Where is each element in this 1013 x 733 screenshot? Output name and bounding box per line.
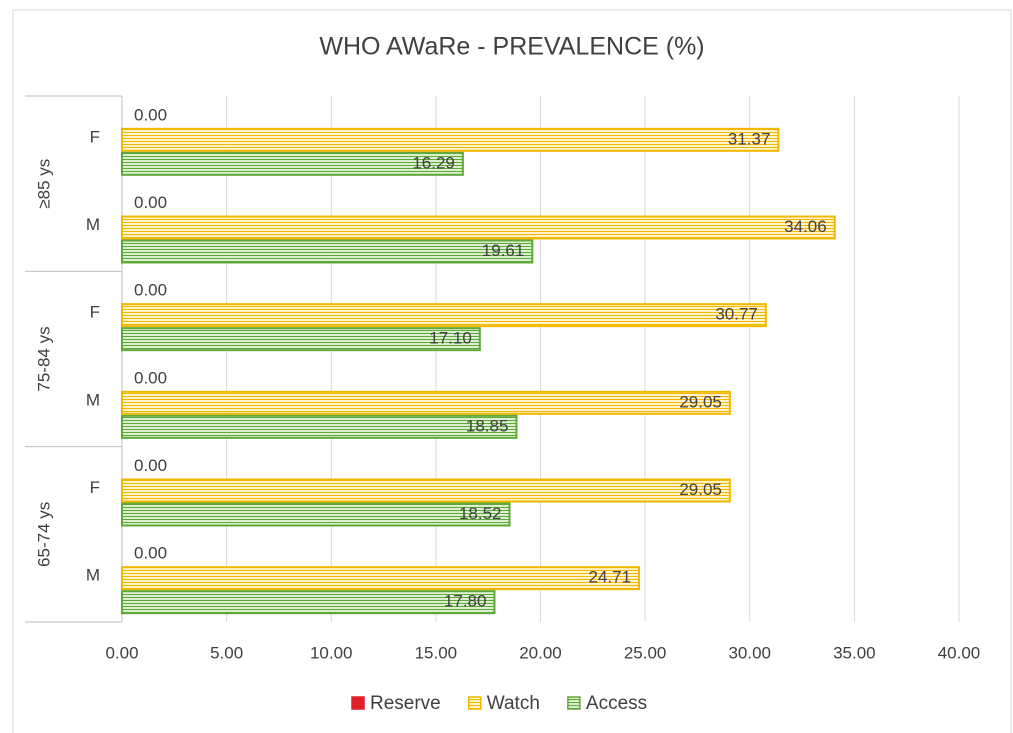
bar — [121, 566, 641, 591]
data-label: 0.00 — [134, 544, 167, 563]
data-label: 16.29 — [412, 153, 455, 172]
bar — [121, 390, 731, 415]
data-label: 0.00 — [134, 105, 167, 124]
data-label: 0.00 — [134, 193, 167, 212]
data-label: 30.77 — [715, 305, 758, 324]
bar — [121, 414, 518, 439]
x-tick-label: 30.00 — [728, 643, 771, 662]
legend-swatch — [351, 696, 365, 710]
y-tick-label: M — [86, 390, 100, 409]
legend-label: Watch — [487, 693, 540, 714]
x-tick-label: 5.00 — [210, 643, 243, 662]
y-tick-label: F — [90, 303, 100, 322]
x-tick-label: 15.00 — [415, 643, 458, 662]
legend-label: Reserve — [370, 693, 441, 714]
legend-label: Access — [586, 693, 647, 714]
data-label: 0.00 — [134, 281, 167, 300]
y-tick-label: F — [90, 478, 100, 497]
data-label: 29.05 — [679, 480, 722, 499]
data-label: 24.71 — [589, 568, 632, 587]
bar — [121, 478, 731, 503]
legend-swatch — [468, 696, 482, 710]
y-tick-label: M — [86, 566, 100, 585]
bar — [121, 215, 836, 240]
y-tick-label: F — [90, 127, 100, 146]
bar — [121, 151, 464, 176]
x-tick-label: 10.00 — [310, 643, 353, 662]
x-tick-label: 20.00 — [519, 643, 562, 662]
group-label: ≥85 ys — [34, 159, 53, 209]
bar — [121, 502, 511, 527]
x-tick-label: 25.00 — [624, 643, 667, 662]
data-label: 31.37 — [728, 129, 771, 148]
bar — [121, 327, 481, 352]
bar — [121, 127, 780, 152]
data-label: 19.61 — [482, 241, 525, 260]
data-label: 0.00 — [134, 456, 167, 475]
data-label: 17.80 — [444, 592, 487, 611]
legend-swatch — [567, 696, 581, 710]
group-label: 75-84 ys — [34, 326, 53, 391]
chart-title: WHO AWaRe - PREVALENCE (%) — [319, 33, 704, 61]
group-label: 65-74 ys — [34, 502, 53, 567]
y-tick-label: M — [86, 215, 100, 234]
bar — [121, 590, 496, 615]
data-label: 0.00 — [134, 368, 167, 387]
x-tick-label: 0.00 — [105, 643, 138, 662]
x-tick-label: 40.00 — [938, 643, 981, 662]
data-label: 18.52 — [459, 504, 502, 523]
data-label: 17.10 — [429, 329, 472, 348]
x-tick-label: 35.00 — [833, 643, 876, 662]
bar — [121, 239, 534, 264]
bar — [121, 303, 767, 328]
data-label: 34.06 — [784, 217, 827, 236]
data-label: 29.05 — [679, 392, 722, 411]
data-label: 18.85 — [466, 416, 509, 435]
